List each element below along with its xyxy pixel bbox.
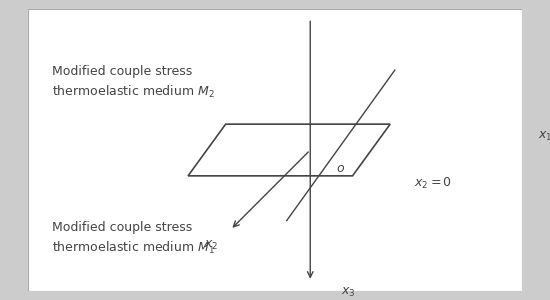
Text: $x_3$: $x_3$	[341, 286, 355, 299]
Text: Modified couple stress
thermoelastic medium $M_1$: Modified couple stress thermoelastic med…	[52, 220, 214, 256]
Text: $x_2$: $x_2$	[204, 239, 218, 252]
Text: $x_2 = 0$: $x_2 = 0$	[414, 176, 452, 191]
Text: $o$: $o$	[336, 162, 345, 175]
Text: Modified couple stress
thermoelastic medium $M_2$: Modified couple stress thermoelastic med…	[52, 65, 214, 101]
Text: $x_1$: $x_1$	[538, 130, 550, 143]
